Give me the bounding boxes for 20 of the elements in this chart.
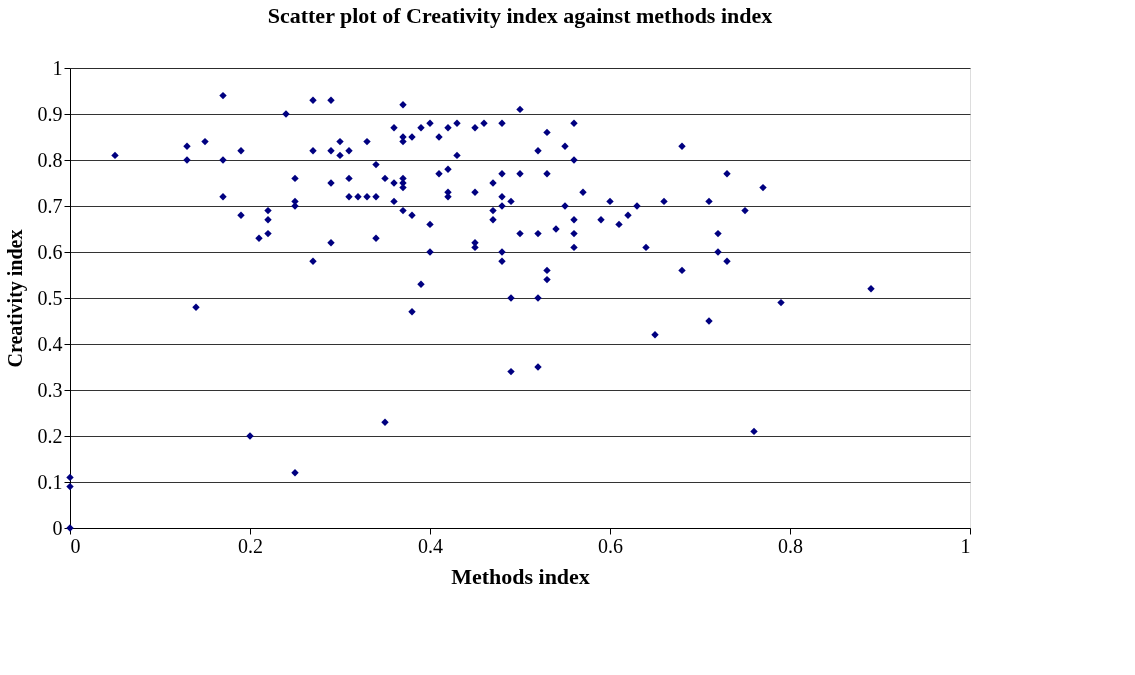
x-tick-label: 0 [70,534,81,557]
y-tick-label: 0.1 [37,470,63,493]
x-tick-label: 0.6 [598,534,623,557]
y-tick-label: 0.2 [37,424,63,447]
x-tick-label: 0.8 [778,534,803,557]
y-tick-label: 0.8 [37,148,63,171]
x-tick-label: 1 [960,534,971,557]
y-tick-label: 0.7 [37,194,63,217]
y-tick-label: 0.9 [37,102,63,125]
y-tick-label: 0.4 [37,332,63,355]
x-tick-label: 0.2 [238,534,263,557]
chart-title: Scatter plot of Creativity index against methods index [267,3,773,28]
y-axis-title: Creativity index [3,229,27,368]
y-tick-label: 0.6 [37,240,63,263]
y-tick-label: 0.3 [37,378,63,401]
y-tick-label: 0 [52,516,63,539]
x-tick-label: 0.4 [418,534,443,557]
y-tick-label: 0.5 [37,286,63,309]
x-axis-title: Methods index [451,563,590,589]
y-tick-label: 1 [52,56,63,79]
